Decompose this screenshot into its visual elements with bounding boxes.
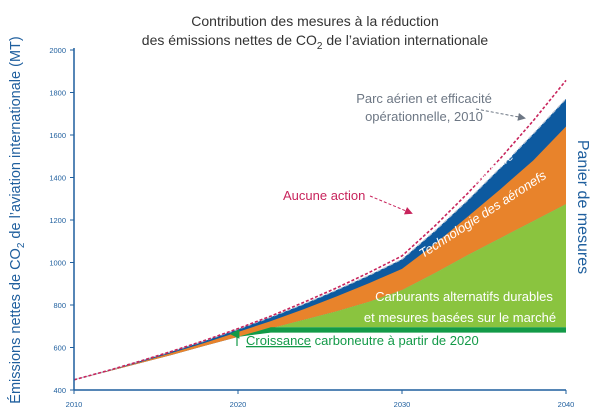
title-co2-pre: des émissions nettes de CO — [141, 32, 317, 48]
x-tick-label-2020: 2020 — [230, 400, 247, 409]
area-carburants-alternatifs — [74, 204, 566, 380]
arrow-aucune-action — [369, 195, 413, 215]
label-carb-line1: Carburants alternatifs durables — [375, 289, 553, 304]
x-tick-label-2030: 2030 — [394, 400, 411, 409]
label-croissance-rest: carboneutre à partir de 2020 — [311, 333, 479, 348]
ylabel-pre: Émissions nettes de CO — [7, 248, 24, 404]
title-co2-post: de l’aviation internationale — [322, 32, 489, 48]
label-parc-line2: opérationnelle, 2010 — [365, 109, 483, 124]
right-label: Panier de mesures — [574, 140, 591, 274]
line-aucune-action — [73, 79, 567, 381]
arrow-parc — [475, 108, 526, 121]
ylabel-sub: 2 — [16, 242, 27, 248]
chart-title-line1: Contribution des mesures à la réduction — [191, 13, 439, 29]
y-tick-label-1800: 1800 — [49, 89, 66, 98]
chart-title-line2: des émissions nettes de CO2 de l’aviatio… — [100, 31, 530, 56]
label-aucune-action: Aucune action — [283, 188, 365, 203]
label-carb-line2: et mesures basées sur le marché — [364, 310, 556, 325]
y-tick-label-400: 400 — [53, 386, 66, 395]
y-tick-label-1000: 1000 — [49, 259, 66, 268]
y-tick-label-600: 600 — [53, 344, 66, 353]
ylabel-post: de l’aviation internationale (MT) — [8, 36, 24, 242]
axes-group: 2010 2020 2030 2040 400 600 800 1000 1200 1400 16… — [49, 46, 574, 409]
y-tick-label-2000: 2000 — [49, 46, 66, 55]
area-group — [73, 79, 567, 381]
x-ticks: 2010 2020 2030 2040 — [66, 390, 575, 409]
label-croissance-word: Croissance — [246, 333, 311, 348]
y-axis-label: Émissions nettes de CO2 de l’aviation in… — [7, 36, 27, 403]
area-technologie-aeronefs — [74, 126, 566, 380]
x-tick-label-2010: 2010 — [66, 400, 83, 409]
y-tick-label-1600: 1600 — [49, 131, 66, 140]
label-parc-line1: Parc aérien et efficacité — [356, 91, 492, 106]
title-co2-sub: 2 — [316, 40, 323, 52]
label-croissance: Croissance carboneutre à partir de 2020 — [246, 333, 479, 348]
area-croissance-carboneutre — [74, 327, 566, 380]
y-tick-label-1200: 1200 — [49, 216, 66, 225]
y-tick-label-1400: 1400 — [49, 174, 66, 183]
x-tick-label-2040: 2040 — [558, 400, 575, 409]
y-tick-label-800: 800 — [53, 301, 66, 310]
y-ticks: 400 600 800 1000 1200 1400 1600 1800 2000 — [49, 46, 74, 395]
